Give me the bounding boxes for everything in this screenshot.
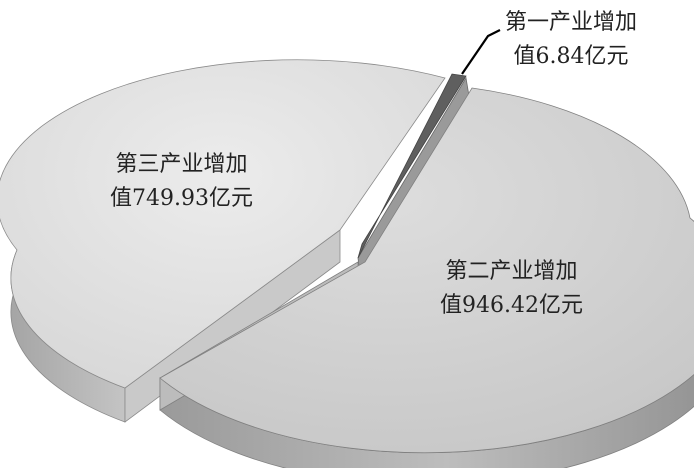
slice-secondary-top bbox=[159, 87, 694, 454]
slice-secondary bbox=[159, 87, 694, 468]
slice-primary-label-line1: 第一产业增加 bbox=[505, 10, 638, 35]
slice-tertiary-label-line1: 第三产业增加 bbox=[115, 152, 248, 177]
slice-tertiary-label: 第三产业增加 值749.93亿元 bbox=[110, 148, 253, 216]
slice-tertiary-top bbox=[0, 59, 446, 389]
slice-primary-label-line2: 值6.84亿元 bbox=[513, 44, 629, 69]
slice-primary-top bbox=[357, 73, 467, 259]
slice-tertiary-label-line2: 值749.93亿元 bbox=[110, 186, 253, 211]
slice-secondary-label-line2: 值946.42亿元 bbox=[440, 293, 583, 318]
slice-primary-label: 第一产业增加 值6.84亿元 bbox=[505, 6, 637, 74]
slice-secondary-label: 第二产业增加 值946.42亿元 bbox=[440, 255, 583, 323]
primary-leader-line bbox=[461, 29, 501, 75]
slice-secondary-label-line1: 第二产业增加 bbox=[445, 259, 578, 284]
